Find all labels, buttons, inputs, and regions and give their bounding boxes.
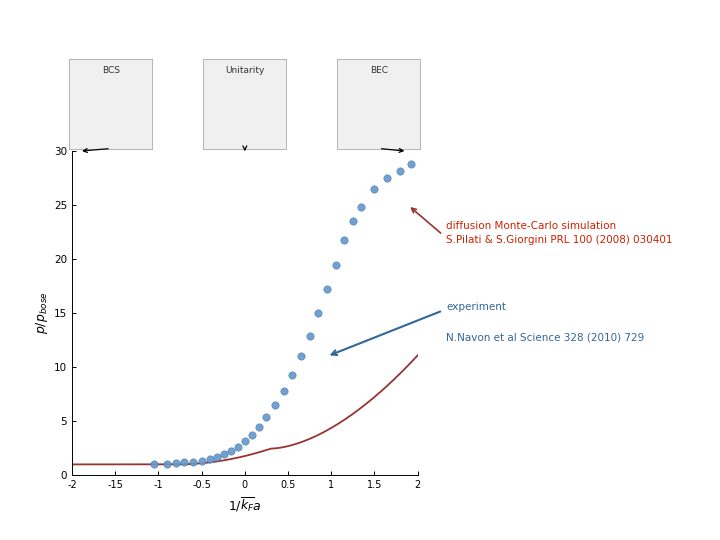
Point: [204, 455, 216, 463]
Point: [239, 437, 251, 445]
Point: [253, 422, 264, 431]
Point: [278, 387, 289, 395]
Point: [225, 447, 237, 455]
Point: [382, 174, 393, 183]
Text: N.Navon et al Science 328 (2010) 729: N.Navon et al Science 328 (2010) 729: [446, 332, 644, 342]
Point: [287, 370, 298, 379]
Point: [330, 260, 341, 269]
Point: [196, 456, 207, 465]
Point: [347, 217, 359, 226]
X-axis label: $1/\overline{k_F}a$: $1/\overline{k_F}a$: [228, 496, 261, 514]
Point: [405, 160, 416, 168]
Point: [304, 332, 315, 340]
Point: [218, 450, 230, 458]
Point: [295, 352, 307, 361]
Point: [212, 453, 223, 461]
Point: [246, 430, 258, 439]
Point: [148, 460, 160, 468]
Text: BCS: BCS: [102, 66, 120, 75]
Point: [356, 203, 367, 212]
Text: experiment: experiment: [446, 302, 506, 313]
Point: [179, 458, 190, 467]
Text: diffusion Monte-Carlo simulation
S.Pilati & S.Giorgini PRL 100 (2008) 030401: diffusion Monte-Carlo simulation S.Pilat…: [446, 221, 673, 245]
Point: [312, 309, 324, 318]
Point: [338, 235, 350, 244]
Point: [187, 457, 199, 466]
Point: [395, 166, 406, 175]
Point: [369, 185, 380, 193]
Y-axis label: $p/p_{bose}$: $p/p_{bose}$: [34, 292, 50, 334]
Point: [269, 401, 281, 409]
Text: BEC: BEC: [370, 66, 388, 75]
Text: BCS-BEC crossover in ultracold Fermi gas: BCS-BEC crossover in ultracold Fermi gas: [14, 15, 720, 44]
Point: [170, 459, 181, 468]
Point: [161, 459, 173, 468]
Text: Unitarity: Unitarity: [225, 66, 264, 75]
Point: [232, 442, 243, 451]
Point: [261, 413, 272, 421]
Point: [321, 285, 333, 294]
